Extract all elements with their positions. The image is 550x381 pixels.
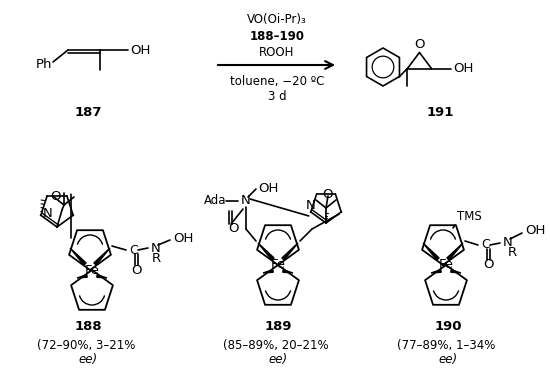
Text: OH: OH	[258, 182, 278, 195]
Text: N: N	[241, 194, 251, 208]
Text: 188–190: 188–190	[250, 29, 305, 43]
Text: 187: 187	[74, 107, 102, 120]
Text: (85–89%, 20–21%: (85–89%, 20–21%	[223, 339, 333, 352]
Polygon shape	[451, 270, 461, 273]
Text: Fe: Fe	[438, 258, 454, 272]
Text: (77–89%, 1–34%: (77–89%, 1–34%	[397, 339, 499, 352]
Text: Fe: Fe	[271, 258, 285, 272]
Text: R: R	[151, 251, 161, 264]
Text: ee): ee)	[79, 352, 97, 365]
Text: O: O	[323, 187, 333, 200]
Text: O: O	[51, 190, 61, 203]
Text: OH: OH	[130, 43, 150, 56]
Text: O: O	[414, 38, 425, 51]
Text: Ada: Ada	[204, 194, 226, 208]
Text: 190: 190	[434, 320, 462, 333]
Polygon shape	[94, 248, 110, 265]
Text: O: O	[483, 258, 493, 272]
Text: VO(Oi-Pr)₃: VO(Oi-Pr)₃	[247, 13, 307, 27]
Text: C: C	[129, 243, 138, 256]
Text: Ph: Ph	[36, 59, 52, 72]
Polygon shape	[77, 275, 87, 278]
Text: 3 d: 3 d	[268, 91, 287, 104]
Text: ee): ee)	[268, 352, 288, 365]
Text: N: N	[306, 199, 316, 213]
Text: O: O	[228, 223, 239, 235]
Polygon shape	[431, 270, 441, 273]
Text: O: O	[131, 264, 141, 277]
Polygon shape	[283, 270, 293, 273]
Text: N: N	[503, 237, 513, 250]
Polygon shape	[97, 275, 107, 278]
Text: OH: OH	[173, 232, 194, 245]
Text: OH: OH	[525, 224, 546, 237]
Polygon shape	[263, 270, 273, 273]
Text: TMS: TMS	[457, 210, 482, 224]
Text: ee): ee)	[438, 352, 458, 365]
Text: 188: 188	[74, 320, 102, 333]
Text: 189: 189	[264, 320, 292, 333]
Polygon shape	[282, 243, 298, 260]
Text: C: C	[481, 239, 490, 251]
Text: ROOH: ROOH	[259, 45, 295, 59]
Polygon shape	[423, 243, 439, 260]
Text: 191: 191	[426, 107, 454, 120]
Text: (72–90%, 3–21%: (72–90%, 3–21%	[37, 339, 139, 352]
Text: Fe: Fe	[85, 264, 100, 277]
Polygon shape	[70, 248, 86, 265]
Text: N: N	[43, 207, 53, 220]
Text: OH: OH	[453, 62, 474, 75]
Text: toluene, −20 ºC: toluene, −20 ºC	[230, 75, 324, 88]
Text: R: R	[508, 247, 516, 259]
Text: N: N	[151, 242, 161, 255]
Polygon shape	[447, 243, 463, 260]
Polygon shape	[258, 243, 274, 260]
